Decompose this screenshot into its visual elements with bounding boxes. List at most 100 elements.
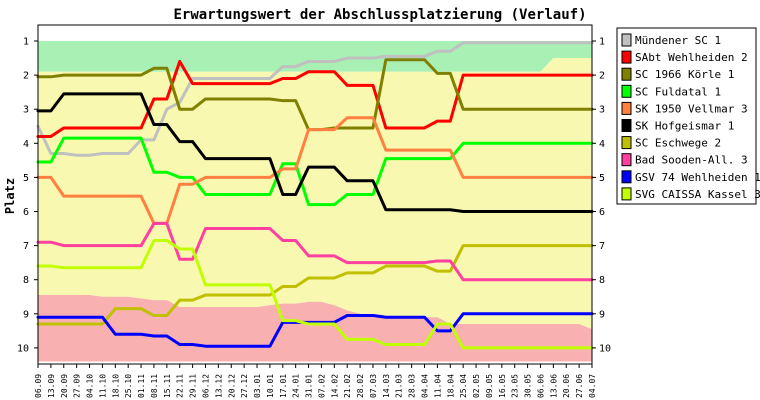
x-tick-label: 04.04 xyxy=(421,374,430,398)
x-tick-label: 13.09 xyxy=(47,374,56,398)
legend-frame xyxy=(616,27,757,205)
legend-label: Mündener SC 1 xyxy=(635,34,721,47)
series-line-1 xyxy=(36,41,594,157)
x-tick-label: 20.06 xyxy=(562,374,571,398)
y-tick-label-right: 5 xyxy=(599,173,605,184)
series-line-5 xyxy=(36,116,594,225)
x-tick-label: 13.06 xyxy=(549,374,558,398)
series-line-2 xyxy=(36,59,594,138)
x-tick-label: 18.04 xyxy=(446,374,455,398)
x-tick-label: 25.10 xyxy=(124,374,133,398)
x-tick-label: 06.09 xyxy=(34,374,43,398)
x-tick-label: 06.06 xyxy=(536,374,545,398)
x-tick-label: 11.10 xyxy=(98,374,107,398)
legend-label: SK Hofgeismar 1 xyxy=(635,120,734,133)
legend-swatch xyxy=(621,33,632,47)
y-tick-label-left: 1 xyxy=(23,37,29,48)
x-tick-label: 11.04 xyxy=(433,374,442,398)
x-tick-label: 02.05 xyxy=(472,374,481,398)
series-line-7 xyxy=(36,244,594,326)
background-band-3 xyxy=(38,295,592,362)
x-tick-label: 30.05 xyxy=(524,374,533,398)
x-tick-label: 14.03 xyxy=(382,374,391,398)
x-tick-label: 10.01 xyxy=(266,374,275,398)
x-tick-label: 01.11 xyxy=(137,374,146,398)
y-tick-label-left: 9 xyxy=(23,309,29,320)
legend-swatch xyxy=(621,84,632,98)
legend-swatch xyxy=(621,50,632,64)
x-tick-label: 03.01 xyxy=(253,374,262,398)
y-tick-label-left: 3 xyxy=(23,105,29,116)
x-tick-label: 27.09 xyxy=(73,374,82,398)
x-tick-label: 07.02 xyxy=(317,374,326,398)
x-tick-label: 04.10 xyxy=(86,374,95,398)
series-line-10 xyxy=(36,238,594,350)
y-tick-label-right: 7 xyxy=(599,241,605,252)
y-tick-label-left: 4 xyxy=(23,139,29,150)
x-tick-label: 28.02 xyxy=(356,374,365,398)
plot-lines xyxy=(36,41,594,350)
background-band-1 xyxy=(38,41,592,72)
y-tick-label-right: 4 xyxy=(599,139,605,150)
x-tick-label: 06.12 xyxy=(201,374,210,398)
y-axis-left: 1 2 3 4 5 6 7 8 9 10 xyxy=(17,37,38,354)
legend-swatch xyxy=(621,67,632,81)
x-tick-label: 18.10 xyxy=(111,374,120,398)
legend-label: SAbt Wehlheiden 2 xyxy=(635,51,748,64)
x-tick-label: 07.03 xyxy=(369,374,378,398)
x-tick-label: 23.05 xyxy=(511,374,520,398)
legend-label: Bad Sooden-All. 3 xyxy=(635,154,748,167)
x-tick-label: 14.02 xyxy=(330,374,339,398)
x-tick-label: 21.03 xyxy=(395,374,404,398)
chart-title: Erwartungswert der Abschlussplatzierung … xyxy=(173,7,586,23)
x-tick-label: 27.12 xyxy=(240,374,249,398)
x-tick-label: 27.06 xyxy=(575,374,584,398)
x-axis: 06.09 13.09 20.09 27.09 04.10 11.10 18.10 25.10… xyxy=(34,364,597,398)
x-tick-label: 09.05 xyxy=(485,374,494,398)
y-tick-label-left: 7 xyxy=(23,241,29,252)
y-tick-label-left: 6 xyxy=(23,207,29,218)
legend-swatch xyxy=(621,119,632,132)
x-tick-label: 28.03 xyxy=(408,374,417,398)
legend-label: GSV 74 Wehlheiden 1 xyxy=(635,171,760,184)
x-tick-label: 20.12 xyxy=(227,374,236,398)
x-tick-label: 24.01 xyxy=(292,374,301,398)
legend-label: SC Eschwege 2 xyxy=(635,137,721,150)
plot-background xyxy=(38,41,592,362)
y-tick-label-left: 5 xyxy=(23,173,29,184)
series-line-8 xyxy=(36,221,594,282)
legend-label: SK 1950 Vellmar 3 xyxy=(635,102,748,115)
x-tick-label: 29.11 xyxy=(189,374,198,398)
x-tick-label: 25.04 xyxy=(459,374,468,398)
legend-label: SC Fuldatal 1 xyxy=(635,85,721,98)
y-tick-label-right: 1 xyxy=(599,37,605,48)
series-line-4 xyxy=(36,136,594,207)
y-tick-label-right: 9 xyxy=(599,309,605,320)
legend-swatch xyxy=(621,101,632,115)
y-tick-label-right: 2 xyxy=(599,71,605,82)
background-band-2 xyxy=(38,58,592,330)
y-tick-label-right: 10 xyxy=(599,343,611,354)
y-tick-label-right: 6 xyxy=(599,207,605,218)
x-tick-label: 08.11 xyxy=(150,374,159,398)
y-tick-label-left: 8 xyxy=(23,275,29,286)
x-tick-label: 21.02 xyxy=(343,374,352,398)
series-line-6 xyxy=(36,92,594,213)
y-tick-label-right: 8 xyxy=(599,275,605,286)
plot-frame xyxy=(37,24,593,365)
series-line-9 xyxy=(36,312,594,348)
legend: Mündener SC 1 SAbt Wehlheiden 2 SC 1966 Kö… xyxy=(616,27,760,205)
y-axis-right: 1 2 3 4 5 6 7 8 9 10 xyxy=(592,37,611,354)
x-tick-label: 22.11 xyxy=(176,374,185,398)
x-tick-label: 13.12 xyxy=(214,374,223,398)
y-axis-label: Platz xyxy=(3,178,17,214)
legend-swatch xyxy=(621,187,632,201)
legend-label: SC 1966 Körle 1 xyxy=(635,68,734,81)
legend-swatch xyxy=(621,153,632,167)
x-tick-label: 04.07 xyxy=(588,374,597,398)
x-tick-label: 20.09 xyxy=(60,374,69,398)
x-tick-label: 31.01 xyxy=(305,374,314,398)
y-tick-label-left: 2 xyxy=(23,71,29,82)
x-tick-label: 17.01 xyxy=(279,374,288,398)
